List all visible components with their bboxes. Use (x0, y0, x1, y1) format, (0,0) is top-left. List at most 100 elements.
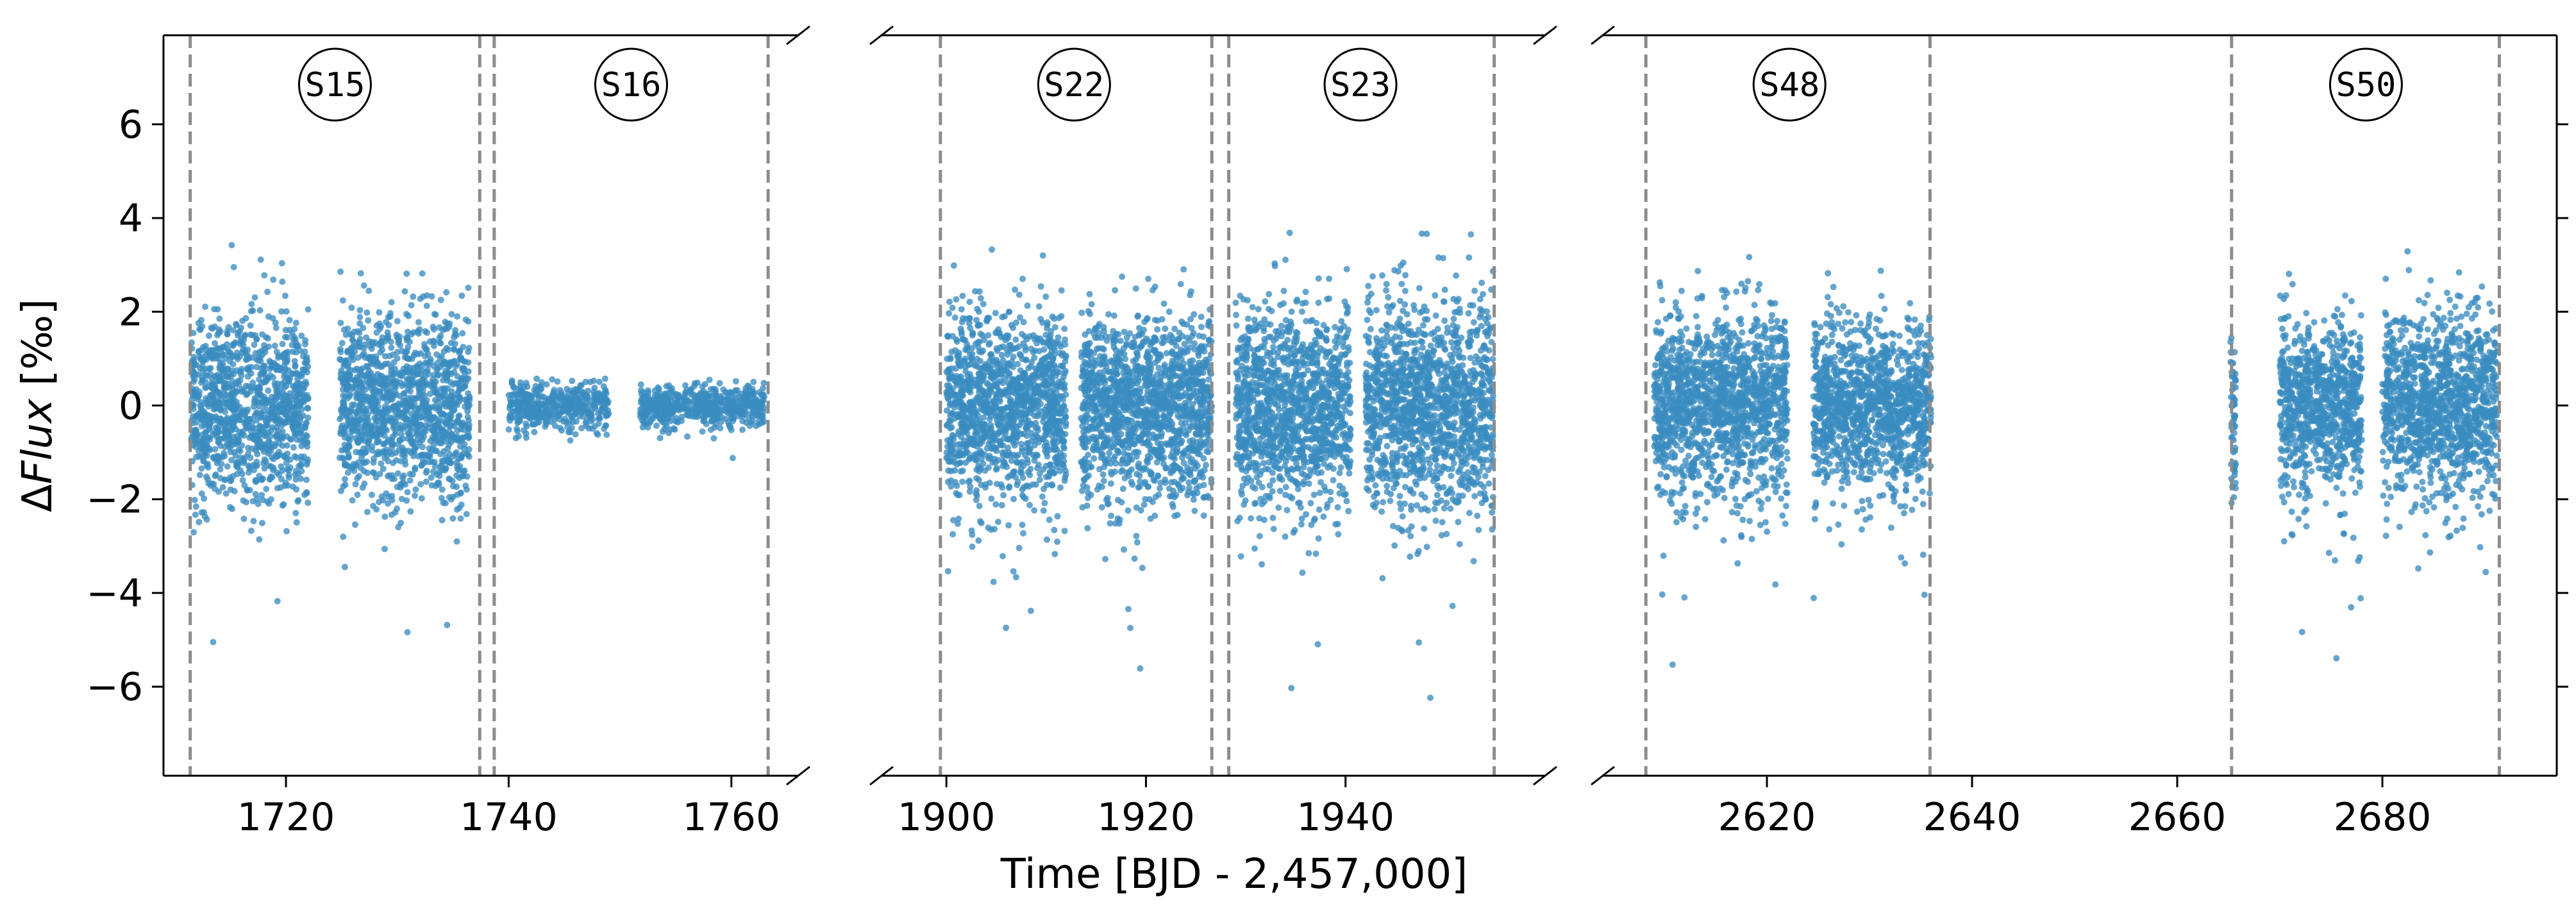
data-point (278, 308, 285, 315)
data-point (590, 401, 598, 408)
data-point (944, 568, 951, 575)
data-point (443, 288, 450, 296)
data-point (452, 436, 459, 443)
data-point (432, 312, 439, 318)
data-point (998, 351, 1005, 358)
data-point (212, 471, 219, 478)
data-point (216, 365, 223, 372)
data-point (305, 499, 312, 506)
data-point (992, 373, 999, 380)
data-point (1086, 290, 1093, 297)
data-point (403, 415, 410, 422)
data-point (521, 427, 528, 434)
data-point (583, 395, 590, 402)
data-point (378, 408, 385, 415)
data-point (377, 339, 384, 346)
data-point (366, 428, 373, 435)
data-point (1023, 440, 1030, 447)
data-point (228, 405, 235, 411)
data-point (1062, 420, 1069, 427)
data-point (345, 360, 352, 367)
data-point (1048, 481, 1055, 488)
data-point (338, 375, 345, 382)
data-point (572, 431, 579, 438)
data-point (426, 453, 433, 460)
data-point (663, 383, 670, 390)
data-point (691, 380, 698, 387)
data-point (1019, 276, 1026, 282)
data-point (339, 297, 346, 304)
data-point (336, 455, 343, 462)
data-point (685, 408, 691, 415)
data-point (1061, 370, 1068, 376)
data-point (980, 414, 987, 421)
data-point (292, 319, 299, 326)
data-point (431, 423, 438, 430)
data-point (953, 391, 960, 398)
data-point (230, 327, 237, 334)
data-point (228, 427, 235, 434)
data-point (1005, 444, 1012, 451)
data-point (444, 621, 451, 628)
data-point (199, 374, 205, 381)
data-point (552, 422, 558, 430)
data-point (980, 301, 987, 308)
data-point (1001, 374, 1008, 381)
data-point (251, 341, 258, 348)
data-point (990, 578, 997, 585)
data-point (234, 331, 241, 338)
data-point (426, 390, 433, 397)
data-point (569, 396, 576, 403)
data-point (347, 405, 355, 412)
data-point (987, 351, 994, 358)
data-point (966, 456, 973, 463)
data-point (979, 406, 986, 414)
data-point (982, 430, 989, 437)
data-point (1000, 334, 1007, 341)
data-point (458, 454, 465, 461)
data-point (291, 358, 298, 365)
data-point (953, 296, 960, 303)
data-point (352, 521, 358, 528)
data-point (262, 378, 269, 385)
data-point (389, 451, 396, 458)
data-point (287, 464, 294, 471)
data-point (1028, 430, 1035, 437)
data-point (445, 346, 452, 353)
data-point (1119, 273, 1126, 280)
data-point (988, 495, 995, 502)
data-point (344, 421, 351, 428)
data-point (946, 374, 953, 381)
data-point (944, 333, 951, 340)
data-point (508, 399, 515, 406)
data-point (406, 477, 414, 484)
data-point (1041, 355, 1048, 362)
data-point (974, 394, 982, 401)
data-point (959, 292, 966, 299)
data-point (403, 270, 410, 277)
data-point (739, 402, 746, 409)
data-point (407, 508, 414, 515)
data-point (732, 409, 739, 416)
data-point (1028, 346, 1035, 353)
data-point (1013, 453, 1020, 460)
data-point (267, 473, 274, 480)
data-point (958, 385, 965, 392)
data-point (243, 415, 250, 422)
data-point (453, 472, 460, 479)
data-point (1043, 536, 1050, 543)
data-point (305, 405, 312, 412)
data-point (278, 463, 285, 470)
data-point (973, 492, 980, 499)
data-point (300, 381, 307, 388)
data-point (279, 340, 286, 347)
data-point (190, 356, 197, 364)
data-point (1020, 530, 1026, 537)
data-point (1003, 624, 1010, 631)
data-point (1031, 457, 1038, 464)
data-point (378, 460, 385, 467)
data-point (951, 314, 958, 321)
data-point (994, 519, 1001, 525)
data-point (383, 453, 390, 460)
data-point (251, 384, 258, 391)
